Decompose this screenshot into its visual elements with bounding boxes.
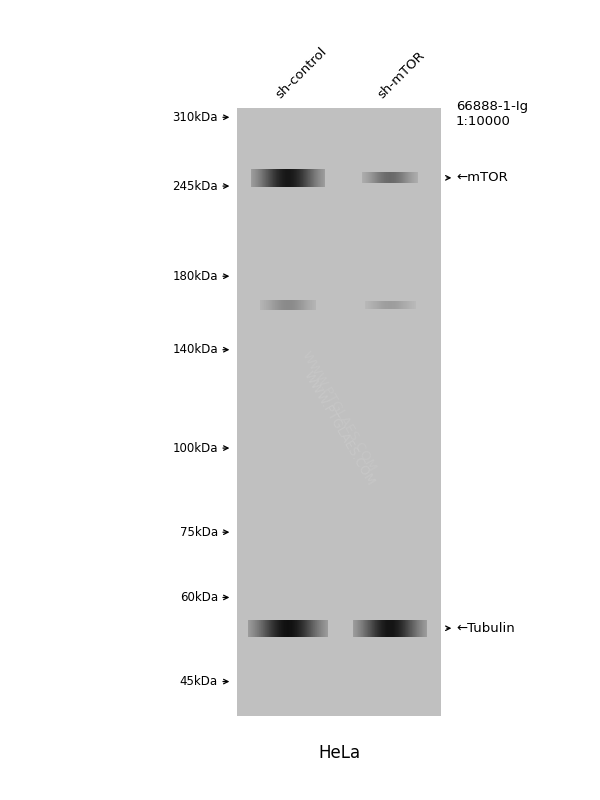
Text: 66888-1-Ig
1:10000: 66888-1-Ig 1:10000 xyxy=(456,100,528,128)
Text: sh-control: sh-control xyxy=(273,46,329,102)
Text: HeLa: HeLa xyxy=(318,744,360,762)
Text: 75kDa: 75kDa xyxy=(179,526,218,538)
Text: 140kDa: 140kDa xyxy=(172,343,218,356)
Text: ←Tubulin: ←Tubulin xyxy=(457,622,515,634)
Text: 60kDa: 60kDa xyxy=(179,591,218,604)
Text: WWW.PTGLAES.COM: WWW.PTGLAES.COM xyxy=(299,350,379,474)
Text: ←mTOR: ←mTOR xyxy=(457,171,508,184)
Text: sh-mTOR: sh-mTOR xyxy=(375,50,427,102)
Text: 180kDa: 180kDa xyxy=(172,270,218,282)
Text: WWW.PTGLAES.COM: WWW.PTGLAES.COM xyxy=(301,369,377,487)
Text: 310kDa: 310kDa xyxy=(172,110,218,124)
Bar xyxy=(237,108,441,716)
Text: 100kDa: 100kDa xyxy=(172,442,218,454)
Text: 245kDa: 245kDa xyxy=(172,179,218,193)
Text: 45kDa: 45kDa xyxy=(179,675,218,688)
